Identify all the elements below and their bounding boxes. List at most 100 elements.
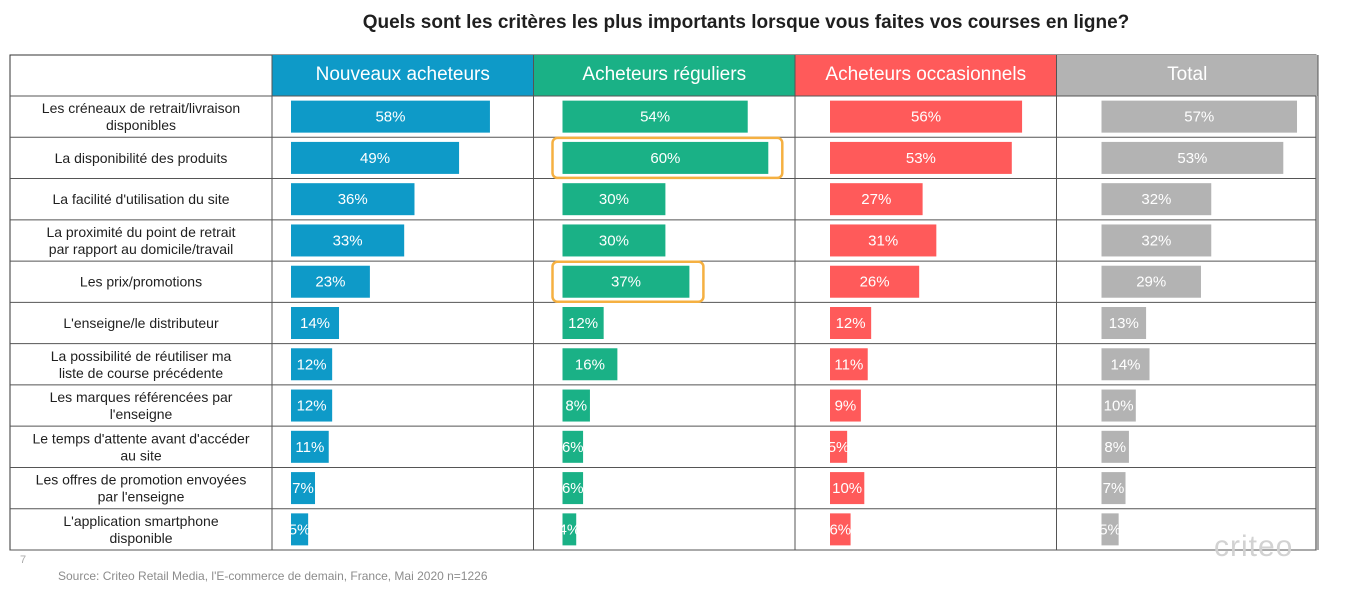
data-label: 14% bbox=[1110, 356, 1140, 373]
bar bbox=[291, 183, 415, 216]
bar bbox=[562, 141, 769, 174]
data-label: 12% bbox=[297, 356, 327, 373]
bar bbox=[291, 265, 370, 298]
data-label: 12% bbox=[297, 398, 327, 415]
bar bbox=[562, 100, 748, 133]
bar bbox=[291, 307, 340, 339]
data-label: 12% bbox=[568, 315, 598, 332]
bar bbox=[562, 348, 618, 381]
data-label: 5% bbox=[289, 521, 311, 538]
bar bbox=[291, 100, 490, 133]
data-label: 6% bbox=[829, 521, 851, 538]
category-label: Les créneaux de retrait/livraison disponi… bbox=[42, 100, 240, 133]
category-label: La proximité du point de retrait par rapp… bbox=[46, 224, 235, 257]
series-name: Nouveaux acheteurs bbox=[316, 64, 490, 85]
data-label: 6% bbox=[562, 480, 584, 497]
page-number: 7 bbox=[20, 554, 27, 566]
category-label: La facilité d'utilisation du site bbox=[53, 191, 230, 207]
bar bbox=[830, 224, 937, 257]
data-label: 56% bbox=[911, 109, 941, 126]
data-label: 5% bbox=[1099, 521, 1121, 538]
data-label: 4% bbox=[559, 521, 581, 538]
bar bbox=[562, 307, 604, 339]
data-label: 14% bbox=[300, 315, 330, 332]
source-note: Source: Criteo Retail Media, l'E-commerc… bbox=[58, 569, 488, 583]
bar bbox=[830, 265, 920, 298]
bar bbox=[830, 307, 872, 339]
data-label: 10% bbox=[1104, 398, 1134, 415]
data-label: 32% bbox=[1141, 191, 1171, 208]
bar bbox=[1101, 265, 1201, 298]
data-label: 53% bbox=[1177, 150, 1207, 167]
data-label: 5% bbox=[828, 439, 850, 456]
category-label: Les marques référencées par l'enseigne bbox=[50, 389, 233, 422]
category-label: Les prix/promotions bbox=[80, 274, 202, 290]
column-header-3 bbox=[795, 55, 1057, 96]
category-label: L'enseigne/le distributeur bbox=[63, 315, 219, 331]
data-label: 10% bbox=[832, 480, 862, 497]
bar bbox=[1101, 224, 1212, 257]
data-label: 29% bbox=[1136, 274, 1166, 291]
data-label: 8% bbox=[1104, 439, 1126, 456]
bar bbox=[1101, 472, 1126, 505]
column-header-1 bbox=[272, 55, 534, 96]
data-label: 7% bbox=[292, 480, 314, 497]
bar bbox=[291, 513, 309, 546]
bar bbox=[562, 389, 590, 422]
bar bbox=[830, 472, 865, 505]
bar bbox=[1101, 389, 1136, 422]
series-name: Acheteurs occasionnels bbox=[825, 64, 1026, 85]
data-label: 7% bbox=[1103, 480, 1125, 497]
data-label: 30% bbox=[599, 191, 629, 208]
data-label: 32% bbox=[1141, 232, 1171, 249]
data-label: 57% bbox=[1184, 109, 1214, 126]
bar bbox=[830, 348, 868, 381]
criteo-logo: criteo bbox=[1214, 530, 1294, 563]
data-label: 60% bbox=[650, 150, 680, 167]
highlight-box bbox=[551, 260, 705, 303]
series-name: Acheteurs réguliers bbox=[582, 64, 746, 85]
category-label: Le temps d'attente avant d'accéder au sit… bbox=[32, 430, 249, 463]
data-label: 49% bbox=[360, 150, 390, 167]
bar bbox=[1101, 348, 1150, 381]
series-name: Total bbox=[1167, 64, 1207, 85]
bar bbox=[291, 224, 405, 257]
data-label: 31% bbox=[868, 232, 898, 249]
data-label: 23% bbox=[315, 274, 345, 291]
bar bbox=[291, 141, 460, 174]
category-label: La disponibilité des produits bbox=[55, 150, 228, 166]
data-label: 36% bbox=[338, 191, 368, 208]
bar bbox=[1101, 100, 1298, 133]
bar bbox=[562, 224, 666, 257]
bar bbox=[562, 472, 584, 505]
data-label: 27% bbox=[861, 191, 891, 208]
bar bbox=[830, 389, 861, 422]
data-label: 33% bbox=[333, 232, 363, 249]
bar bbox=[562, 265, 690, 298]
column-header-2 bbox=[533, 55, 795, 96]
data-label: 9% bbox=[835, 398, 857, 415]
data-label: 13% bbox=[1109, 315, 1139, 332]
bar bbox=[830, 141, 1012, 174]
data-label: 16% bbox=[575, 356, 605, 373]
bar bbox=[562, 430, 584, 463]
bar bbox=[291, 348, 333, 381]
data-label: 8% bbox=[565, 398, 587, 415]
data-label: 30% bbox=[599, 232, 629, 249]
highlight-box bbox=[551, 136, 784, 180]
data-label: 54% bbox=[640, 109, 670, 126]
data-label: 11% bbox=[834, 356, 863, 373]
bar bbox=[830, 183, 923, 216]
bar bbox=[830, 430, 848, 463]
bar bbox=[1101, 183, 1212, 216]
category-label: Les offres de promotion envoyées par l'en… bbox=[36, 472, 247, 505]
bar bbox=[1101, 513, 1119, 546]
data-label: 26% bbox=[860, 274, 890, 291]
data-label: 53% bbox=[906, 150, 936, 167]
column-header-4 bbox=[1056, 55, 1318, 96]
category-label: L'application smartphone disponible bbox=[63, 513, 218, 546]
bar bbox=[830, 100, 1023, 133]
bar bbox=[291, 389, 333, 422]
data-label: 6% bbox=[562, 439, 584, 456]
bar bbox=[562, 513, 577, 546]
